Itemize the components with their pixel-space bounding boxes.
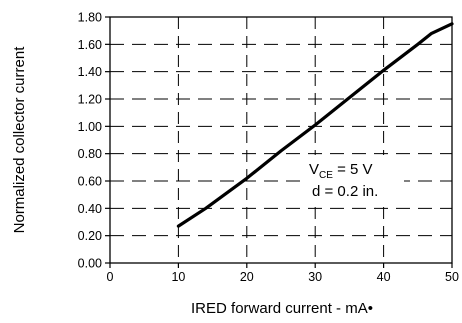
x-tick-label: 0 (107, 270, 114, 284)
x-axis-label: IRED forward current - mA• (191, 300, 373, 317)
annotation-distance: d = 0.2 in. (312, 183, 378, 200)
annotation-vce-rest: = 5 V (333, 161, 373, 178)
y-tick-label: 0.40 (78, 202, 102, 216)
x-axis: 0 10 20 30 40 50 (107, 263, 459, 284)
y-tick-label: 0.80 (78, 147, 102, 161)
x-tick-label: 10 (171, 270, 185, 284)
series-line (176, 22, 454, 228)
y-tick-label: 0.20 (78, 229, 102, 243)
x-tick-label: 20 (240, 270, 254, 284)
y-tick-label: 0.60 (78, 175, 102, 189)
y-tick-label: 1.80 (78, 11, 102, 25)
y-tick-label: 1.40 (78, 65, 102, 79)
x-tick-label: 30 (308, 270, 322, 284)
x-tick-label: 50 (445, 270, 459, 284)
y-tick-label: 1.00 (78, 120, 102, 134)
annotation-block: VCE = 5 V d = 0.2 in. (300, 155, 404, 201)
plot-frame (109, 16, 453, 264)
y-tick-label: 0.00 (78, 257, 102, 271)
y-tick-label: 1.60 (78, 38, 102, 52)
annotation-vce-sub: CE (319, 170, 333, 181)
annotation-background (300, 155, 404, 201)
annotation-vce: VCE = 5 V (309, 161, 373, 181)
y-axis-label: Normalized collector current (11, 46, 28, 234)
y-axis: 0.00 0.20 0.40 0.60 0.80 1.00 1.20 1.40 1.60 1.80 (78, 11, 110, 271)
annotation-vce-main: V (309, 161, 319, 178)
y-tick-label: 1.20 (78, 93, 102, 107)
x-tick-label: 40 (377, 270, 391, 284)
grid-lines (110, 17, 452, 263)
